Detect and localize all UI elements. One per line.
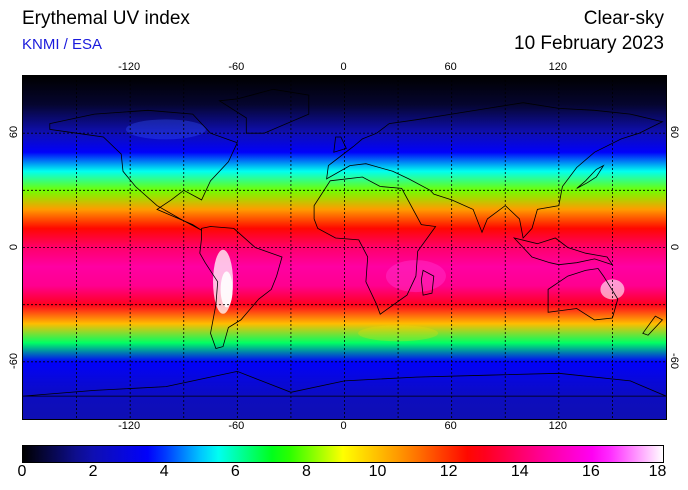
lon-tick-top: -120 — [118, 61, 141, 73]
colorbar-tick-label: 10 — [368, 463, 387, 480]
uv-map-canvas — [23, 76, 666, 419]
coastline-shape — [420, 269, 435, 296]
colorbar-tick-label: 2 — [88, 463, 98, 480]
lon-tick-bottom: -120 — [118, 420, 141, 432]
lon-tick-bottom: 120 — [548, 420, 568, 432]
colorbar-tick-label: 6 — [230, 463, 240, 480]
coastline-shape — [547, 268, 619, 321]
coastline-shape — [23, 370, 666, 397]
lon-tick-bottom: -60 — [228, 420, 245, 432]
lat-tick-left: 60 — [8, 126, 20, 139]
lat-tick-right: -60 — [668, 352, 680, 369]
uv-variation-layer — [125, 119, 625, 342]
map-title: Erythemal UV index — [22, 8, 190, 29]
coastlines — [23, 88, 666, 397]
colorbar — [22, 445, 664, 463]
lat-tick-right: 60 — [668, 126, 680, 139]
lon-tick-top: 60 — [444, 61, 457, 73]
coastline-shape — [642, 315, 664, 336]
colorbar-tick-label: 8 — [301, 463, 311, 480]
lon-tick-top: 120 — [548, 61, 568, 73]
uv-patch — [220, 271, 233, 308]
product-label: Clear-sky — [583, 8, 664, 29]
date-label: 10 February 2023 — [514, 33, 664, 54]
coastline-shape — [576, 164, 605, 189]
lat-tick-right: 0 — [668, 243, 680, 250]
colorbar-tick-label: 14 — [510, 463, 529, 480]
lon-tick-bottom: 60 — [444, 420, 457, 432]
colorbar-tick-label: 12 — [439, 463, 458, 480]
lon-tick-top: -60 — [228, 61, 245, 73]
graticule — [23, 76, 666, 419]
data-source-label: KNMI / ESA — [22, 36, 103, 53]
colorbar-gradient — [23, 446, 663, 462]
lat-tick-left: 0 — [8, 243, 20, 250]
uv-map — [22, 75, 667, 420]
colorbar-tick-label: 16 — [581, 463, 600, 480]
colorbar-tick-label: 18 — [648, 463, 667, 480]
coastline-shape — [49, 109, 238, 231]
coastline-shape — [326, 102, 664, 239]
colorbar-tick-label: 0 — [17, 463, 27, 480]
lon-tick-bottom: 0 — [340, 420, 347, 432]
uv-patch — [125, 119, 206, 140]
lat-tick-left: -60 — [8, 352, 20, 369]
colorbar-tick-label: 4 — [159, 463, 169, 480]
coastline-shape — [333, 136, 347, 153]
coastline-shape — [313, 176, 437, 315]
lon-tick-top: 0 — [340, 61, 347, 73]
